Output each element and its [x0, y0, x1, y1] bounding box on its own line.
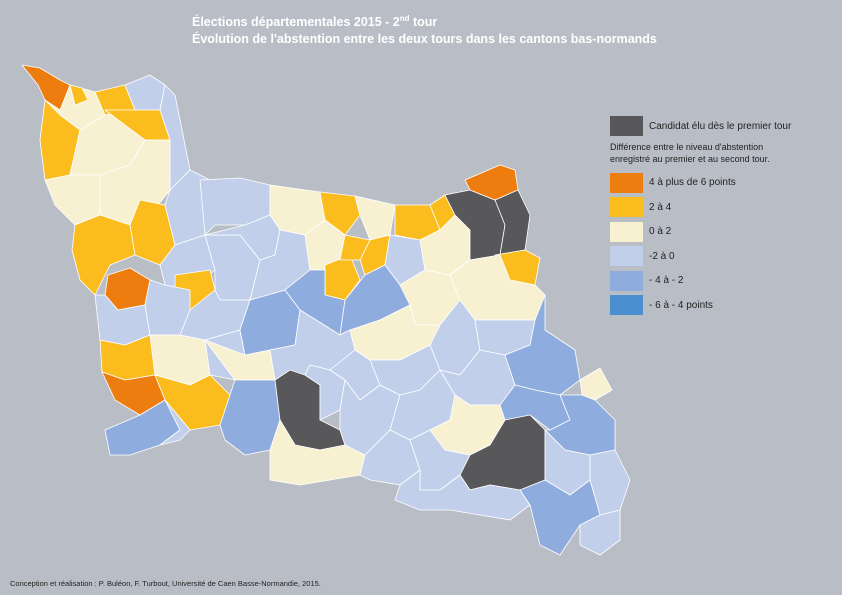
legend-swatch: [610, 197, 643, 217]
legend-label: 4 à plus de 6 points: [649, 177, 736, 188]
legend-elected-first-round: Candidat élu dès le premier tour: [610, 116, 830, 136]
legend-class: 2 à 4: [610, 197, 830, 217]
canton: [319, 191, 361, 236]
canton: [44, 174, 101, 226]
legend-swatch: [610, 172, 643, 193]
legend-note: Différence entre le niveau d'abstention …: [610, 141, 770, 164]
legend-class: -2 à 0: [610, 246, 830, 266]
map-legend: Candidat élu dès le premier tour Différe…: [610, 116, 830, 320]
legend-label: - 4 à - 2: [649, 275, 684, 286]
legend-swatch: [610, 270, 643, 291]
legend-class: 0 à 2: [610, 221, 830, 242]
legend-swatch: [610, 116, 643, 136]
canton: [579, 509, 621, 556]
canton: [71, 214, 136, 296]
legend-label: 0 à 2: [649, 226, 672, 237]
legend-class: - 4 à - 2: [610, 270, 830, 291]
map-title: Élections départementales 2015 - 2nd tou…: [192, 10, 657, 48]
credits: Conception et réalisation : P. Buléon, F…: [10, 579, 321, 588]
canton: [159, 399, 191, 446]
legend-label: - 6 à - 4 points: [649, 299, 713, 311]
legend-class: - 6 à - 4 points: [610, 295, 830, 315]
legend-swatch: [610, 246, 643, 266]
legend-swatch: [610, 221, 643, 242]
title-line-1: Élections départementales 2015 - 2nd tou…: [192, 14, 438, 30]
legend-label: 2 à 4: [649, 201, 672, 213]
title-line-2: Évolution de l'abstention entre les deux…: [192, 32, 657, 47]
legend-class: 4 à plus de 6 points: [610, 172, 830, 193]
canton: [579, 367, 613, 401]
legend-swatch: [610, 295, 643, 315]
canton: [519, 479, 601, 556]
canton: [504, 294, 581, 396]
canton: [21, 64, 71, 111]
canton: [339, 234, 371, 261]
canton: [69, 84, 89, 106]
legend-label: Candidat élu dès le premier tour: [649, 120, 792, 132]
canton: [219, 379, 281, 456]
legend-label: -2 à 0: [649, 250, 675, 262]
canton: [354, 195, 396, 241]
